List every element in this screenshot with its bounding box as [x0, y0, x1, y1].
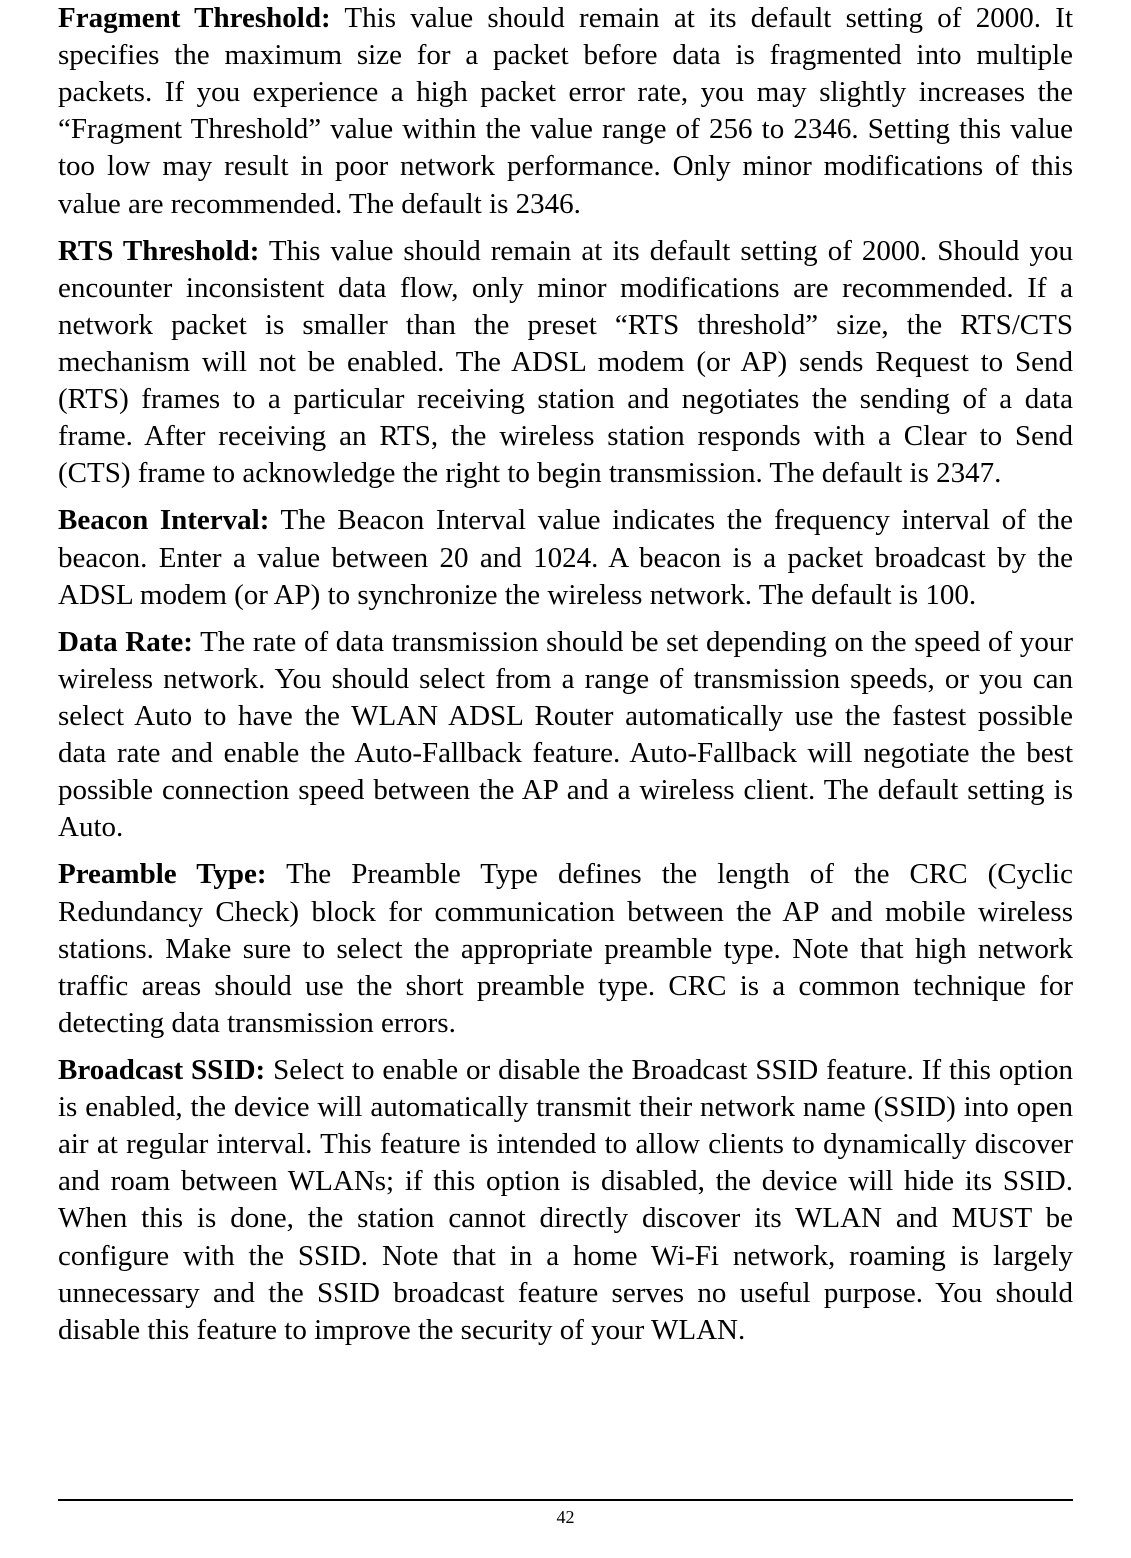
para-broadcast-ssid: Broadcast SSID: Select to enable or disa… — [58, 1052, 1073, 1349]
text-fragment-threshold: This value should remain at its default … — [58, 2, 1073, 220]
text-data-rate: The rate of data transmission should be … — [58, 626, 1073, 844]
term-broadcast-ssid: Broadcast SSID: — [58, 1054, 265, 1086]
para-data-rate: Data Rate: The rate of data transmission… — [58, 624, 1073, 847]
text-broadcast-ssid: Select to enable or disable the Broadcas… — [58, 1054, 1073, 1346]
term-preamble-type: Preamble Type: — [58, 858, 267, 890]
body-text: Fragment Threshold: This value should re… — [58, 0, 1073, 1349]
term-beacon-interval: Beacon Interval: — [58, 504, 269, 536]
page-number: 42 — [58, 1507, 1073, 1528]
term-data-rate: Data Rate: — [58, 626, 193, 658]
para-rts-threshold: RTS Threshold: This value should remain … — [58, 233, 1073, 493]
para-beacon-interval: Beacon Interval: The Beacon Interval val… — [58, 502, 1073, 613]
para-fragment-threshold: Fragment Threshold: This value should re… — [58, 0, 1073, 223]
term-fragment-threshold: Fragment Threshold: — [58, 2, 331, 34]
page: Fragment Threshold: This value should re… — [0, 0, 1131, 1558]
page-footer: 42 — [58, 1499, 1073, 1528]
footer-rule — [58, 1499, 1073, 1501]
text-rts-threshold: This value should remain at its default … — [58, 235, 1073, 490]
para-preamble-type: Preamble Type: The Preamble Type defines… — [58, 856, 1073, 1042]
term-rts-threshold: RTS Threshold: — [58, 235, 259, 267]
